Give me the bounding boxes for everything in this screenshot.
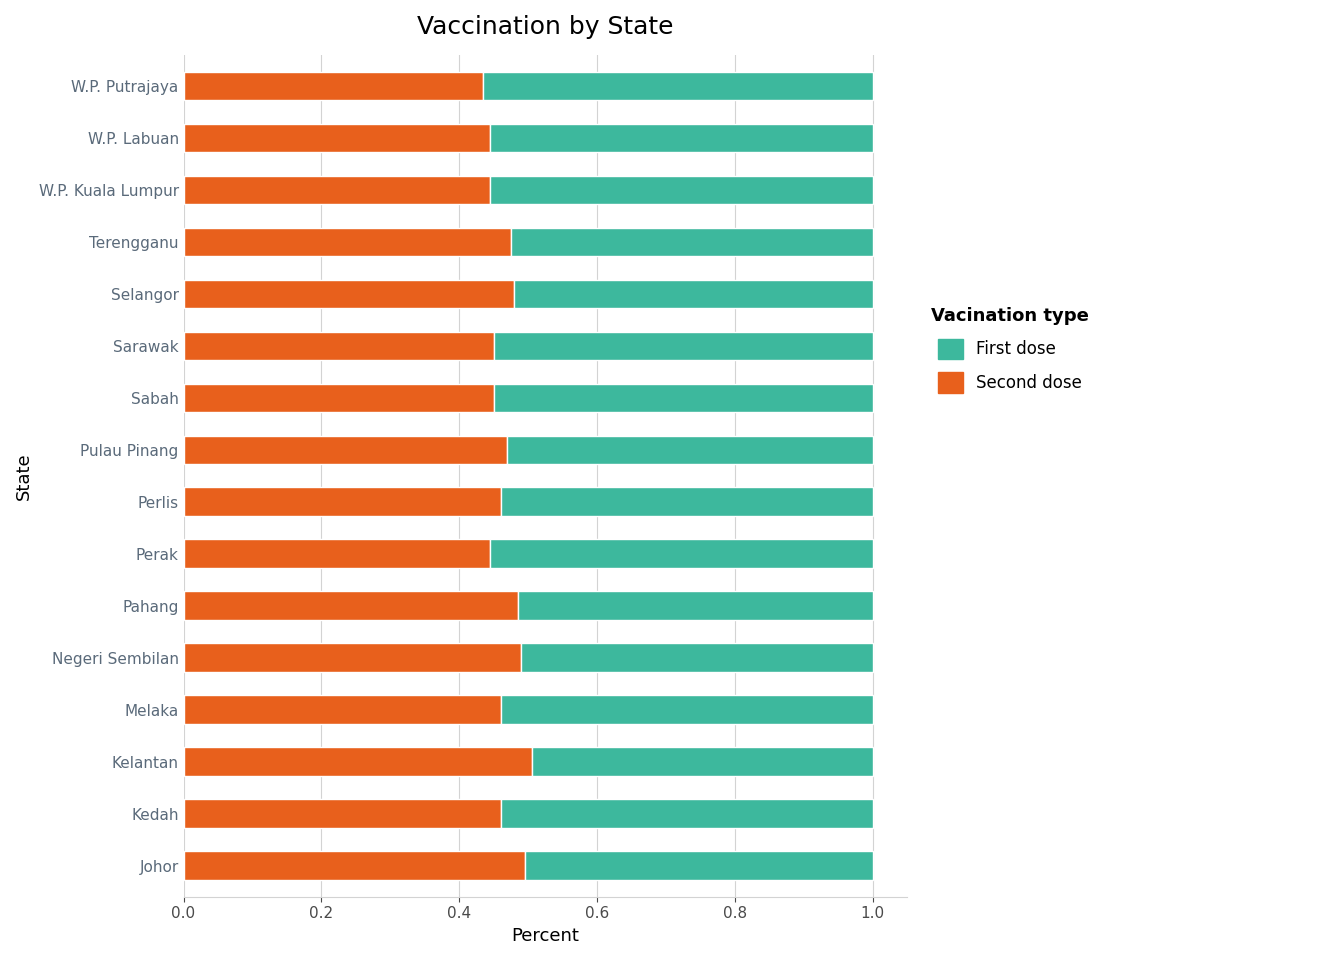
Bar [511, 228, 872, 256]
Legend: First dose, Second dose: First dose, Second dose [923, 299, 1097, 401]
Bar [515, 279, 872, 308]
Bar [491, 124, 872, 153]
Bar [493, 384, 872, 412]
Bar [500, 488, 872, 516]
Bar [184, 176, 491, 204]
Bar [532, 747, 872, 776]
X-axis label: Percent: Percent [512, 927, 579, 945]
Bar [184, 384, 493, 412]
Bar [521, 643, 872, 672]
Bar [493, 331, 872, 360]
Bar [491, 176, 872, 204]
Bar [184, 436, 508, 464]
Bar [184, 800, 500, 828]
Bar [184, 852, 524, 879]
Bar [491, 540, 872, 568]
Bar [184, 124, 491, 153]
Bar [484, 72, 872, 100]
Bar [524, 852, 872, 879]
Bar [500, 800, 872, 828]
Bar [184, 279, 515, 308]
Bar [184, 72, 484, 100]
Bar [184, 591, 517, 620]
Bar [184, 540, 491, 568]
Bar [184, 695, 500, 724]
Bar [500, 695, 872, 724]
Bar [184, 643, 521, 672]
Bar [184, 331, 493, 360]
Bar [184, 228, 511, 256]
Bar [184, 488, 500, 516]
Bar [184, 747, 532, 776]
Y-axis label: State: State [15, 452, 34, 499]
Title: Vaccination by State: Vaccination by State [417, 15, 673, 39]
Bar [508, 436, 872, 464]
Bar [517, 591, 872, 620]
